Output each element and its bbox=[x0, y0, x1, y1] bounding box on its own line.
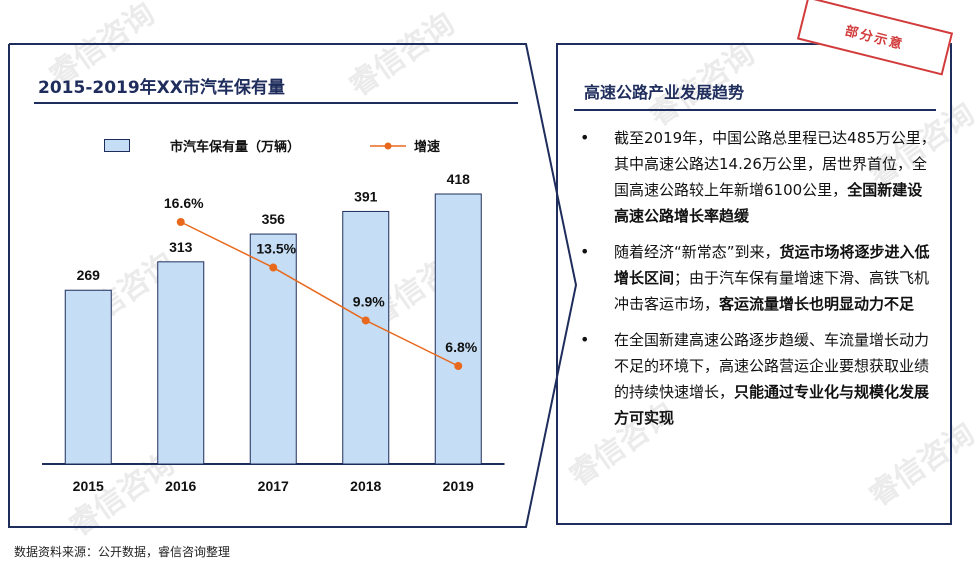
growth-label-2017: 13.5% bbox=[256, 241, 296, 257]
bar-2016 bbox=[157, 261, 205, 465]
x-tick-2015: 2015 bbox=[73, 478, 104, 494]
x-tick-2018: 2018 bbox=[350, 478, 381, 494]
bar-2019 bbox=[434, 193, 482, 465]
trend-panel: 高速公路产业发展趋势 截至2019年，中国公路总里程已达485万公里，其中高速公… bbox=[556, 43, 952, 525]
bar-label-2015: 269 bbox=[77, 267, 101, 283]
trend-title-rule bbox=[574, 109, 936, 111]
bullet-item: 在全国新建高速公路逐步趋缓、车流量增长动力不足的环境下，高速公路营运企业要想获取… bbox=[576, 327, 936, 431]
bar-2015 bbox=[64, 289, 112, 465]
x-tick-2019: 2019 bbox=[443, 478, 474, 494]
legend-line-label: 增速 bbox=[414, 140, 441, 155]
legend-bar-label: 市汽车保有量（万辆） bbox=[170, 140, 301, 155]
bar-label-2018: 391 bbox=[354, 188, 378, 204]
bar-2017 bbox=[249, 233, 297, 465]
trend-bullets: 截至2019年，中国公路总里程已达485万公里，其中高速公路达14.26万公里，… bbox=[576, 125, 936, 441]
growth-line bbox=[180, 221, 459, 367]
growth-point-2018 bbox=[361, 316, 370, 325]
trend-title: 高速公路产业发展趋势 bbox=[584, 83, 745, 102]
growth-point-2017 bbox=[269, 263, 278, 272]
bullet-item: 截至2019年，中国公路总里程已达485万公里，其中高速公路达14.26万公里，… bbox=[576, 125, 936, 229]
chart-panel bbox=[8, 43, 578, 528]
data-source-note: 数据资料来源：公开数据，睿信咨询整理 bbox=[14, 545, 231, 559]
bar-2018 bbox=[342, 210, 390, 465]
chart-panel-frame bbox=[8, 43, 578, 528]
x-tick-2017: 2017 bbox=[258, 478, 289, 494]
growth-point-2016 bbox=[176, 218, 185, 226]
chart-plot: 269 2015 313 2016 356 2017 391 2018 418 2019 16.6%… bbox=[42, 171, 505, 494]
bar-label-2016: 313 bbox=[169, 239, 193, 255]
chart-title: 2015-2019年XX市汽车保有量 bbox=[38, 78, 285, 98]
growth-label-2019: 6.8% bbox=[445, 339, 477, 355]
bullet-item: 随着经济“新常态”到来，货运市场将逐步进入低增长区间；由于汽车保有量增速下滑、高… bbox=[576, 239, 936, 317]
x-tick-2016: 2016 bbox=[165, 478, 196, 494]
legend-bar-swatch bbox=[104, 139, 130, 152]
growth-label-2018: 9.9% bbox=[353, 293, 385, 309]
bar-label-2019: 418 bbox=[447, 171, 471, 187]
legend-line-swatch bbox=[370, 140, 407, 152]
chart-legend: 市汽车保有量（万辆） 增速 bbox=[104, 136, 440, 155]
bar-label-2017: 356 bbox=[262, 211, 286, 227]
growth-point-2019 bbox=[454, 362, 463, 370]
growth-label-2016: 16.6% bbox=[164, 195, 204, 211]
